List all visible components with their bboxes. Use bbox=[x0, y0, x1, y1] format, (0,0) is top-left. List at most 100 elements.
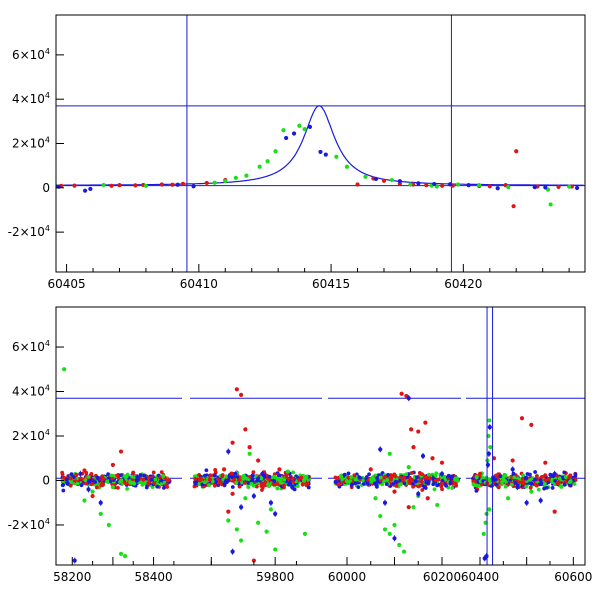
band-point-green bbox=[246, 485, 251, 490]
band-point-green bbox=[521, 473, 526, 478]
x-tick-label: 60420 bbox=[444, 277, 482, 291]
band-point-blue bbox=[155, 484, 160, 489]
outlier-point-green bbox=[302, 531, 308, 536]
outlier-point-green bbox=[106, 522, 111, 528]
band-point-blue bbox=[357, 475, 362, 480]
band-point-blue bbox=[498, 474, 503, 479]
band-point-red bbox=[197, 477, 202, 482]
outlier-point-red bbox=[230, 491, 235, 496]
band-point-blue bbox=[435, 483, 440, 488]
band-point-green bbox=[456, 478, 460, 483]
band-point-red bbox=[193, 477, 198, 481]
outlier-point-green bbox=[401, 549, 407, 554]
outlier-point-blue bbox=[406, 396, 411, 401]
band-point-green bbox=[404, 472, 409, 477]
outlier-point-green bbox=[392, 522, 397, 528]
data-point-red bbox=[514, 149, 519, 154]
data-point-blue bbox=[284, 135, 289, 141]
band-point-red bbox=[89, 472, 94, 476]
band-point-blue bbox=[230, 485, 235, 489]
band-point-blue bbox=[524, 476, 528, 481]
band-point-blue bbox=[272, 479, 277, 483]
band-point-blue bbox=[553, 478, 557, 483]
outlier-point-red bbox=[409, 427, 414, 432]
band-point-green bbox=[302, 478, 307, 483]
outlier-point-red bbox=[423, 420, 428, 425]
band-point-green bbox=[132, 481, 137, 486]
outlier-point-blue bbox=[515, 485, 520, 490]
outlier-point-red bbox=[90, 493, 95, 499]
band-point-blue bbox=[213, 479, 218, 484]
band-point-red bbox=[528, 485, 533, 490]
band-point-green bbox=[142, 481, 147, 486]
band-point-blue bbox=[548, 472, 553, 477]
band-point-green bbox=[503, 484, 508, 489]
full-light-curve-panel: 58200 58400 59800 60000 60200 60400 60600 -2×10… bbox=[8, 306, 592, 584]
band-point-green bbox=[427, 472, 431, 477]
band-point-green bbox=[339, 475, 344, 479]
band-point-blue bbox=[213, 473, 217, 478]
band-point-red bbox=[543, 478, 548, 482]
outlier-point-red bbox=[251, 558, 256, 563]
outlier-point-blue bbox=[486, 451, 491, 456]
band-point-red bbox=[61, 475, 66, 480]
band-point-blue bbox=[87, 479, 92, 484]
band-point-red bbox=[417, 470, 422, 475]
band-point-red bbox=[439, 483, 444, 488]
outlier-point-red bbox=[543, 460, 548, 465]
band-point-blue bbox=[61, 483, 66, 487]
data-point-red bbox=[204, 180, 209, 186]
band-point-blue bbox=[286, 482, 291, 487]
band-point-blue bbox=[256, 476, 261, 481]
data-point-green bbox=[101, 182, 106, 188]
band-point-red bbox=[382, 475, 387, 479]
y-tick-label: 6×104 bbox=[12, 47, 50, 62]
data-point-green bbox=[212, 180, 217, 185]
top-plot-frame bbox=[55, 14, 586, 273]
band-point-green bbox=[224, 474, 229, 479]
outlier-point-green bbox=[118, 551, 124, 556]
outlier-point-blue bbox=[226, 449, 231, 454]
outlier-point-blue bbox=[260, 471, 265, 476]
data-point-green bbox=[344, 164, 350, 169]
data-point-green bbox=[233, 175, 238, 180]
band-point-green bbox=[450, 486, 455, 490]
model-curve bbox=[56, 105, 584, 186]
outlier-point-red bbox=[243, 427, 248, 432]
band-point-green bbox=[249, 481, 254, 486]
outlier-point-blue bbox=[439, 471, 445, 476]
band-point-blue bbox=[95, 475, 100, 480]
band-point-green bbox=[83, 478, 88, 483]
band-point-green bbox=[563, 475, 568, 479]
outlier-point-green bbox=[397, 542, 402, 548]
band-point-blue bbox=[537, 482, 542, 487]
band-point-red bbox=[260, 485, 265, 490]
band-point-green bbox=[434, 471, 439, 476]
band-point-red bbox=[346, 475, 351, 480]
season-segment bbox=[466, 307, 585, 565]
band-point-green bbox=[353, 477, 358, 482]
outlier-point-green bbox=[110, 485, 116, 490]
band-point-blue bbox=[533, 477, 537, 482]
band-point-green bbox=[241, 476, 246, 481]
outlier-point-red bbox=[392, 489, 397, 494]
data-point-green bbox=[302, 126, 307, 132]
band-point-red bbox=[543, 473, 548, 478]
outlier-point-green bbox=[488, 445, 493, 450]
band-point-red bbox=[242, 480, 247, 485]
band-point-green bbox=[277, 476, 282, 481]
x-tick-label: 60200 bbox=[423, 570, 461, 584]
band-point-blue bbox=[229, 475, 234, 479]
band-point-blue bbox=[193, 481, 198, 486]
band-point-green bbox=[119, 478, 124, 483]
outlier-point-green bbox=[264, 529, 269, 534]
outlier-point-blue bbox=[485, 462, 491, 468]
band-point-blue bbox=[204, 468, 209, 473]
band-point-green bbox=[472, 483, 477, 488]
band-point-red bbox=[220, 473, 225, 477]
band-point-red bbox=[159, 470, 164, 475]
band-point-blue bbox=[513, 481, 518, 485]
data-point-red bbox=[170, 182, 175, 187]
data-point-green bbox=[389, 177, 395, 183]
band-point-red bbox=[427, 476, 432, 481]
